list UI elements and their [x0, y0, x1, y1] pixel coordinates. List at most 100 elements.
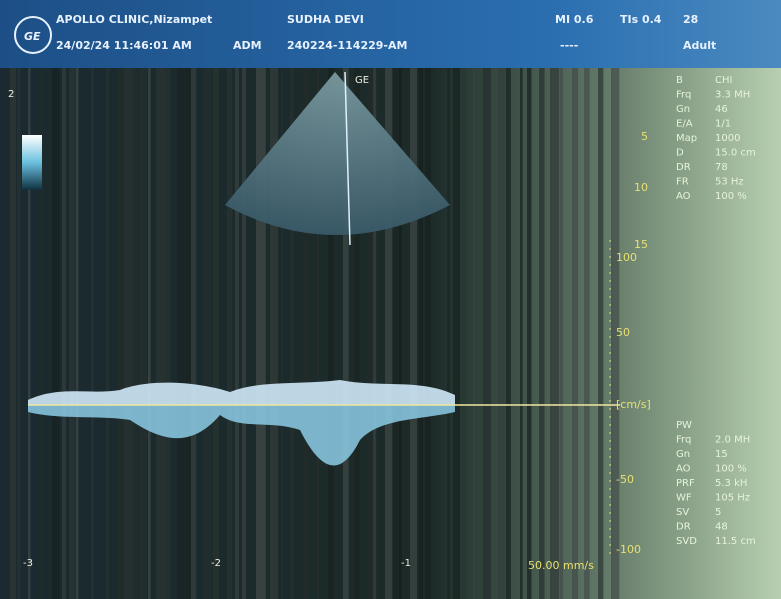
preset-num: 28 — [683, 13, 698, 26]
marker: 2 — [8, 89, 14, 100]
stripe — [410, 68, 419, 599]
pw-param-label: Gn — [676, 449, 690, 460]
datetime: 24/02/24 11:46:01 AM — [56, 39, 192, 52]
stripe — [270, 68, 278, 599]
bmode-param-value: 1/1 — [715, 119, 731, 130]
stripe — [242, 68, 247, 599]
stripe — [550, 68, 560, 599]
stripe — [385, 68, 393, 599]
stripe — [367, 68, 377, 599]
stripe — [290, 68, 294, 599]
spectrum-forward — [28, 380, 455, 405]
stripe — [164, 68, 171, 599]
mi: MI 0.6 — [555, 13, 594, 26]
depth-label: 5 — [641, 130, 648, 143]
labels: B CHI Frq 3.3 MH Gn 46 E/A 1/1 Map 1000 D 15.0 cm DR… — [23, 75, 756, 572]
stripe — [148, 68, 151, 599]
stripe — [106, 68, 110, 599]
stripe — [453, 68, 460, 599]
stripe — [227, 68, 233, 599]
stripe — [611, 68, 620, 599]
pw-param-value: 48 — [715, 522, 728, 533]
pw-param-label: PW — [676, 420, 692, 431]
stripe — [520, 68, 523, 599]
stripe — [572, 68, 578, 599]
stripe — [393, 68, 402, 599]
stripe — [560, 68, 563, 599]
stripe — [281, 68, 284, 599]
stripe — [506, 68, 511, 599]
bmode-param-label: Gn — [676, 104, 690, 115]
preset: Adult — [683, 39, 716, 52]
stripe — [76, 68, 79, 599]
stripe — [28, 68, 31, 599]
operator: ADM — [233, 39, 262, 52]
pw-param-value: 5.3 kH — [715, 478, 747, 489]
velocity-label: -50 — [616, 473, 634, 486]
clinic: APOLLO CLINIC,Nizampet — [56, 13, 212, 26]
stripe — [373, 68, 377, 599]
bmode-param-label: DR — [676, 162, 691, 173]
stripe — [539, 68, 545, 599]
bmode-param-value: 53 Hz — [715, 177, 744, 188]
pw-param-label: DR — [676, 522, 691, 533]
stripe — [302, 68, 310, 599]
time-label: -3 — [23, 558, 33, 569]
stripe — [256, 68, 266, 599]
velocity-label: 50 — [616, 326, 630, 339]
patient: SUDHA DEVI — [287, 13, 364, 26]
bmode-param-label: E/A — [676, 119, 693, 130]
stripe — [117, 68, 125, 599]
exam-id: 240224-114229-AM — [287, 39, 407, 52]
pw-param-label: AO — [676, 464, 691, 475]
pw-param-label: Frq — [676, 435, 691, 446]
stripe — [417, 68, 423, 599]
velocity-label: 100 — [616, 251, 637, 264]
bmode-param-value: CHI — [715, 75, 732, 86]
pw-param-value: 105 Hz — [715, 493, 750, 504]
stripe — [399, 68, 402, 599]
stripe — [235, 68, 239, 599]
bmode-param-value: 78 — [715, 162, 728, 173]
time-label: -1 — [401, 558, 411, 569]
stripe — [156, 68, 166, 599]
stripe — [598, 68, 604, 599]
stripe — [498, 68, 506, 599]
stripe — [473, 68, 476, 599]
time-label: -2 — [211, 558, 221, 569]
bmode-param-label: Map — [676, 133, 697, 144]
stripe — [328, 68, 334, 599]
pw-param-label: PRF — [676, 478, 695, 489]
bmode-param-value: 1000 — [715, 133, 740, 144]
logo-mark: GE — [24, 30, 41, 43]
stripe — [191, 68, 197, 599]
stripe — [132, 68, 139, 599]
orientation-mark: GE — [355, 75, 369, 86]
stripe — [434, 68, 438, 599]
stripe — [463, 68, 466, 599]
bmode-param-label: AO — [676, 191, 691, 202]
stripe — [483, 68, 491, 599]
stripe — [62, 68, 66, 599]
stripe — [425, 68, 431, 599]
spectral-background — [10, 68, 620, 599]
sweep-speed: 50.00 mm/s — [528, 559, 594, 572]
pw-param-value: 2.0 MH — [715, 435, 750, 446]
stripe — [185, 68, 191, 599]
dashes: ---- — [560, 39, 578, 52]
pw-param-value: 100 % — [715, 464, 747, 475]
stripe — [213, 68, 219, 599]
pw-param-label: SVD — [676, 536, 697, 547]
pw-param-value: 15 — [715, 449, 728, 460]
pw-param-value: 5 — [715, 507, 721, 518]
stripe — [124, 68, 134, 599]
depth-label: 15 — [634, 238, 648, 251]
pw-param-label: WF — [676, 493, 692, 504]
bmode-param-value: 3.3 MH — [715, 90, 750, 101]
stripe — [527, 68, 532, 599]
stripe — [317, 68, 320, 599]
velocity-label: -100 — [616, 543, 641, 556]
bmode-param-label: D — [676, 148, 684, 159]
stripe — [17, 68, 21, 599]
